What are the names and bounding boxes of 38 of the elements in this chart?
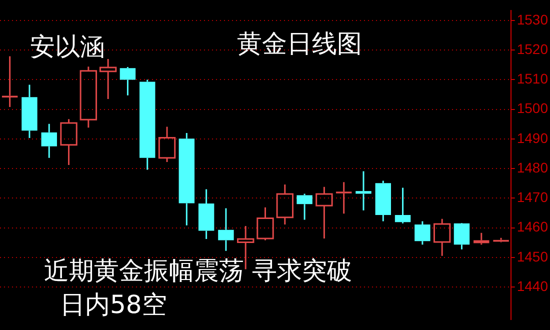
candlestick [433,218,451,257]
text: 黄金日线图 [237,29,362,58]
y-tick-label: 1520 [516,40,548,57]
candlestick [256,206,274,241]
candlestick [375,180,391,222]
y-tick-label: 1440 [516,278,548,294]
candlestick [120,66,136,96]
annotation: 日内58空 [60,290,167,319]
y-tick-label: 1470 [516,189,548,206]
y-tick-label: 1530 [516,11,548,28]
candlestick [356,170,372,212]
candlestick [140,78,156,170]
candlestick [60,118,78,166]
candlestick [218,207,234,252]
candlestick [99,58,117,100]
candlestick [474,232,490,246]
y-tick-label: 1510 [516,70,548,87]
candlestick [336,181,352,214]
candlestick [41,123,57,159]
candlestick [276,184,294,226]
candlestick [198,188,214,240]
candlestick [158,126,176,163]
candlestick [454,223,470,250]
y-tick-label: 1500 [516,100,548,116]
candlestick [316,186,333,240]
y-tick-label: 1460 [516,218,548,235]
candlestick [80,66,98,128]
y-tick-label: 1490 [516,130,548,146]
candlestick [414,220,430,246]
candlestick [296,192,312,221]
y-tick-label: 1450 [516,248,548,264]
annotation: 安以涵 [30,32,105,61]
candlestick [178,132,195,226]
annotation: 近期黄金振幅震荡 寻求突破 [44,256,352,285]
candlestick [394,187,411,224]
y-tick-label: 1480 [516,159,548,176]
candlestick [22,84,38,139]
candlestick [2,56,18,108]
